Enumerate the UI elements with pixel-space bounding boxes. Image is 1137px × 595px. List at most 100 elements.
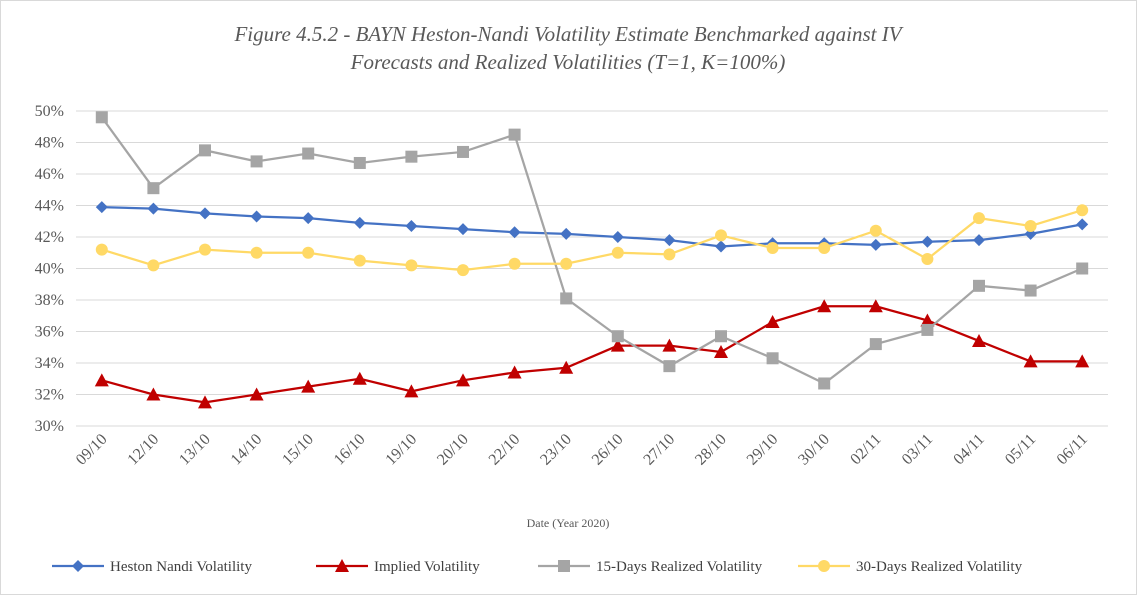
point	[715, 330, 727, 343]
point	[94, 373, 109, 387]
x-axis-label: Date (Year 2020)	[527, 516, 610, 530]
series-line	[101, 209, 1083, 272]
point	[611, 246, 624, 259]
point	[973, 234, 985, 247]
point	[404, 384, 419, 398]
point	[508, 257, 521, 270]
point	[1076, 218, 1089, 231]
point	[714, 344, 728, 358]
y-tick-label: 38%	[35, 292, 64, 309]
point	[302, 212, 315, 225]
y-tick-label: 46%	[35, 166, 64, 183]
point	[302, 246, 315, 259]
point	[456, 373, 470, 387]
legend-label: Heston Nandi Volatility	[110, 559, 252, 575]
point	[95, 243, 108, 256]
point	[921, 235, 934, 248]
legend-marker	[558, 560, 570, 572]
point	[301, 379, 316, 393]
point	[560, 257, 573, 270]
point	[663, 248, 676, 261]
point	[610, 338, 625, 352]
point	[95, 111, 108, 124]
point	[302, 147, 315, 160]
point	[1076, 204, 1089, 217]
point	[508, 128, 521, 141]
point	[405, 259, 418, 272]
series-line	[100, 116, 1083, 385]
point	[559, 360, 574, 374]
point	[973, 279, 985, 292]
point	[611, 231, 624, 243]
point	[1075, 354, 1090, 368]
point	[818, 377, 831, 390]
point	[869, 224, 882, 237]
legend-marker	[818, 560, 830, 572]
point	[353, 156, 366, 169]
point	[921, 323, 934, 336]
legend-marker	[72, 560, 84, 572]
point	[1023, 354, 1038, 368]
point	[198, 395, 212, 409]
point	[921, 253, 934, 266]
point	[250, 155, 263, 168]
y-tick-label: 50%	[35, 103, 64, 120]
point	[250, 210, 263, 223]
point	[973, 212, 985, 225]
legend-label: Implied Volatility	[374, 559, 480, 575]
point	[715, 229, 727, 242]
point	[199, 207, 211, 220]
point	[560, 227, 573, 240]
legend-marker	[335, 559, 349, 572]
point	[353, 216, 366, 229]
point	[972, 333, 986, 347]
point	[249, 387, 264, 401]
point	[818, 242, 831, 255]
y-tick-label: 34%	[35, 355, 64, 372]
point	[1024, 219, 1037, 232]
point	[662, 338, 677, 352]
point	[766, 242, 779, 255]
chart-title: Forecasts and Realized Volatilities (T=1…	[350, 50, 786, 74]
legend-label: 30-Days Realized Volatility	[856, 559, 1023, 575]
legend-label: 15-Days Realized Volatility	[596, 559, 763, 575]
point	[405, 219, 418, 232]
chart-title: Figure 4.5.2 - BAYN Heston-Nandi Volatil…	[233, 22, 903, 46]
y-tick-label: 36%	[35, 324, 64, 341]
point	[560, 292, 573, 305]
y-tick-label: 48%	[35, 135, 64, 152]
point	[250, 246, 263, 259]
point	[457, 264, 469, 277]
point	[405, 150, 418, 163]
y-tick-label: 30%	[35, 418, 64, 435]
point	[920, 313, 935, 327]
point	[611, 330, 624, 343]
series-line	[101, 205, 1083, 248]
point	[199, 144, 211, 157]
point	[817, 299, 832, 313]
point	[663, 234, 676, 247]
point	[353, 254, 366, 267]
y-tick-label: 32%	[35, 387, 64, 404]
point	[869, 338, 882, 351]
y-tick-label: 42%	[35, 229, 64, 246]
point	[147, 202, 160, 215]
point	[1076, 262, 1089, 275]
point	[147, 259, 160, 272]
point	[147, 182, 160, 195]
point	[663, 360, 676, 373]
point	[765, 315, 780, 329]
series-line	[101, 305, 1083, 404]
point	[508, 226, 521, 239]
point	[95, 201, 108, 214]
y-tick-label: 40%	[35, 261, 64, 278]
y-tick-label: 44%	[35, 198, 64, 215]
point	[457, 223, 469, 236]
point	[715, 240, 727, 253]
point	[868, 299, 883, 313]
point	[199, 243, 211, 256]
point	[869, 238, 882, 251]
point	[352, 371, 367, 385]
